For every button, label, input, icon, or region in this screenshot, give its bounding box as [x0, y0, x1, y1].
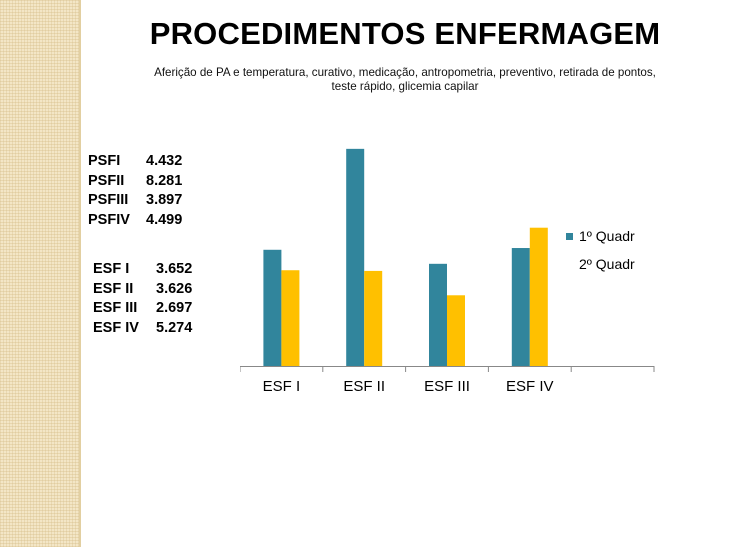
- esf-stat-value: 5.274: [156, 319, 193, 336]
- psf-stat-label: PSFIV: [88, 211, 130, 228]
- x-tick-label: ESF III: [424, 378, 470, 395]
- chart-legend: 1º Quadr 2º Quadr: [566, 228, 635, 272]
- psf-stat-row: PSFII 8.281: [88, 172, 182, 192]
- psf-stat-row: PSFIV 4.499: [88, 211, 182, 231]
- bar-series2-4: [529, 227, 548, 366]
- psf-stat-label: PSFII: [88, 172, 125, 189]
- psf-stat-value: 3.897: [146, 192, 183, 208]
- psf-stat-value: 4.499: [146, 211, 183, 228]
- esf-stat-label: ESF IV: [93, 319, 139, 336]
- esf-stat-label: ESF III: [93, 300, 138, 316]
- legend-swatch: [566, 261, 573, 268]
- bar-series1-2: [346, 148, 365, 366]
- esf-stat-label: ESF II: [93, 280, 134, 297]
- psf-stat-row: PSFIII 3.897: [88, 191, 182, 211]
- esf-stat-row: ESF III 2.697: [93, 299, 192, 319]
- bars-group: [263, 148, 548, 366]
- slide-subtitle: Aferição de PA e temperatura, curativo, …: [154, 66, 656, 93]
- psf-stat-row: PSFI 4.432: [88, 152, 182, 172]
- esf-stat-value: 3.652: [156, 261, 193, 277]
- stripe-edge: [79, 0, 81, 547]
- x-tick-label: ESF I: [263, 378, 301, 395]
- bar-series2-3: [447, 295, 465, 366]
- slide-title: PROCEDIMENTOS ENFERMAGEM: [149, 16, 661, 51]
- esf-stat-row: ESF IV 5.274: [93, 319, 192, 339]
- psf-stat-value: 8.281: [146, 172, 183, 189]
- esf-stat-value: 2.697: [156, 300, 193, 316]
- bar-series1-1: [263, 249, 282, 366]
- x-tick-label: ESF II: [343, 378, 385, 395]
- esf-stat-row: ESF I 3.652: [93, 260, 192, 280]
- psf-stat-label: PSFIII: [88, 192, 129, 208]
- bar-chart: ESF I ESF II ESF III ESF IV 1º Quadr 2º Quad…: [240, 148, 655, 395]
- psf-stats-list: PSFI 4.432 PSFII 8.281 PSFIII 3.897 PSFIV 4.…: [88, 152, 182, 230]
- bar-series2-1: [281, 270, 300, 366]
- legend-swatch: [566, 233, 573, 240]
- bar-series1-4: [511, 248, 530, 366]
- bar-series2-2: [364, 270, 383, 366]
- legend-label: 2º Quadr: [579, 256, 635, 272]
- esf-stat-row: ESF II 3.626: [93, 280, 192, 300]
- esf-stats-list: ESF I 3.652 ESF II 3.626 ESF III 2.697 ESF …: [93, 260, 192, 338]
- bar-series1-3: [429, 263, 447, 366]
- esf-stat-value: 3.626: [156, 280, 193, 297]
- legend-label: 1º Quadr: [579, 228, 635, 244]
- x-axis: ESF I ESF II ESF III ESF IV: [240, 366, 655, 395]
- psf-stat-label: PSFI: [88, 153, 121, 169]
- psf-stat-value: 4.432: [146, 153, 183, 169]
- x-tick-label: ESF IV: [506, 378, 554, 395]
- esf-stat-label: ESF I: [93, 261, 130, 277]
- decorative-side-stripe: [0, 0, 79, 547]
